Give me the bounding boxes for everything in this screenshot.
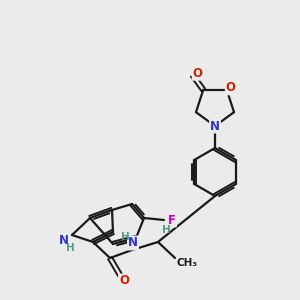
Text: H: H	[121, 232, 129, 242]
Text: CH₃: CH₃	[176, 258, 197, 268]
Text: H: H	[66, 243, 74, 253]
Text: N: N	[59, 235, 69, 248]
Text: H: H	[162, 225, 170, 235]
Text: O: O	[193, 67, 203, 80]
Text: N: N	[210, 119, 220, 133]
Text: O: O	[119, 274, 129, 287]
Text: F: F	[168, 214, 176, 226]
Text: N: N	[128, 236, 138, 250]
Text: O: O	[226, 81, 236, 94]
